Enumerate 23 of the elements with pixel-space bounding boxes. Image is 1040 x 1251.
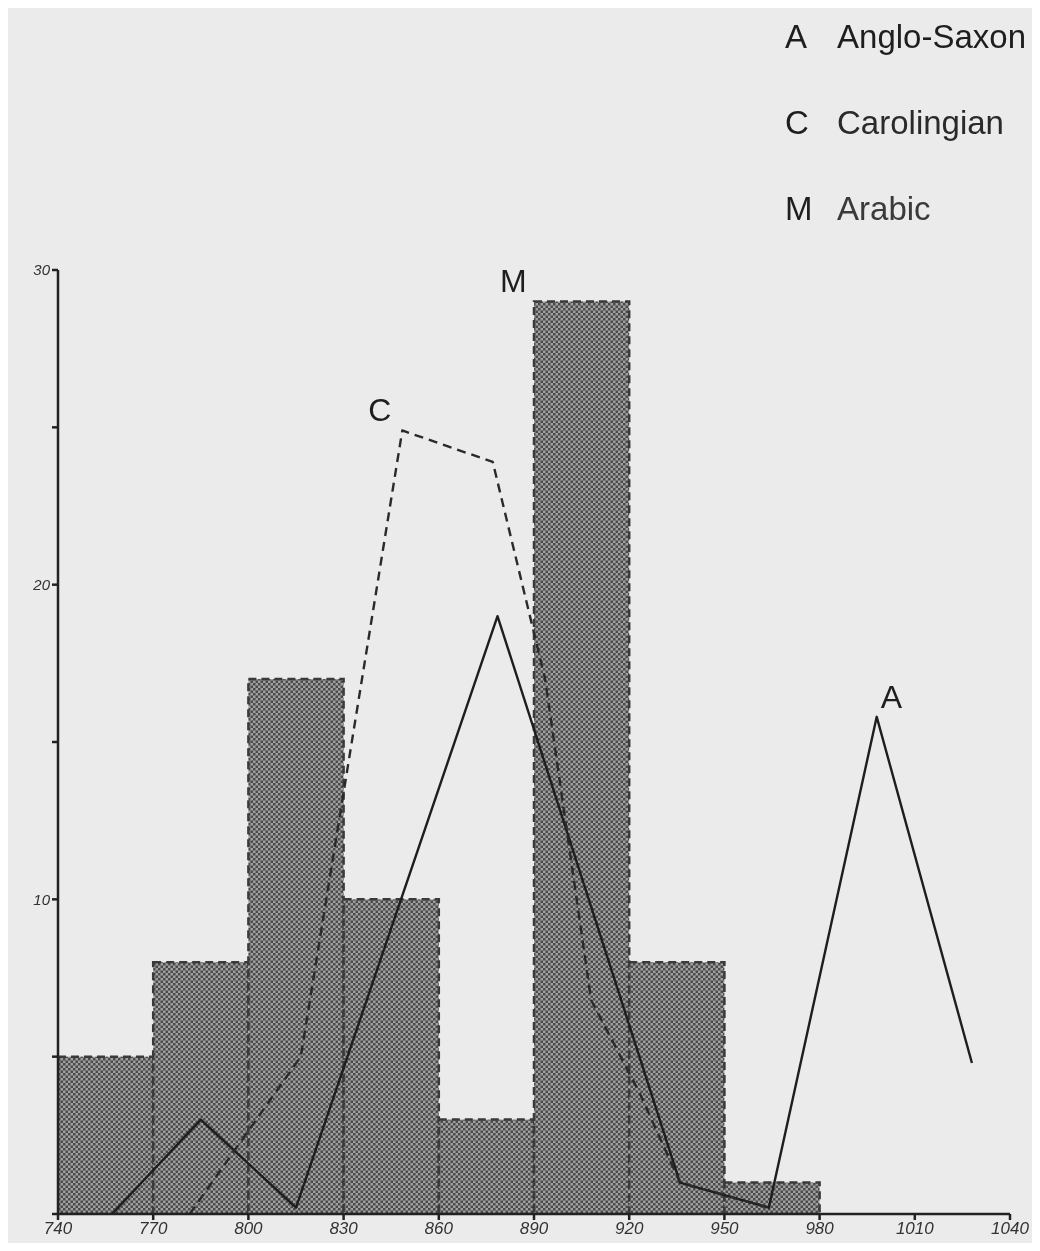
x-tick-label: 1010 bbox=[895, 1219, 935, 1239]
x-tick-label: 950 bbox=[710, 1219, 740, 1239]
annotation: M bbox=[500, 263, 527, 300]
annotation: C bbox=[368, 392, 392, 429]
x-tick-label: 860 bbox=[424, 1219, 454, 1239]
text: M bbox=[785, 190, 813, 227]
x-tick-label: 800 bbox=[234, 1219, 264, 1239]
text: A bbox=[785, 18, 808, 55]
y-tick-label: 10 bbox=[33, 890, 51, 908]
text: Arabic bbox=[837, 190, 931, 228]
x-tick-label: 890 bbox=[519, 1219, 549, 1239]
annotation: A bbox=[880, 678, 903, 715]
x-tick-label: 980 bbox=[805, 1219, 835, 1239]
text: Carolingian bbox=[837, 104, 1004, 142]
text: Anglo-Saxon bbox=[837, 18, 1026, 56]
y-tick-label: 20 bbox=[32, 575, 51, 593]
x-tick-label: 830 bbox=[329, 1219, 359, 1239]
x-tick-label: 770 bbox=[139, 1219, 168, 1239]
text: C bbox=[785, 104, 809, 141]
x-tick-label: 740 bbox=[43, 1219, 73, 1239]
x-tick-label: 1040 bbox=[991, 1219, 1030, 1239]
x-tick-label: 920 bbox=[615, 1219, 644, 1239]
y-tick-label: 30 bbox=[33, 261, 51, 279]
